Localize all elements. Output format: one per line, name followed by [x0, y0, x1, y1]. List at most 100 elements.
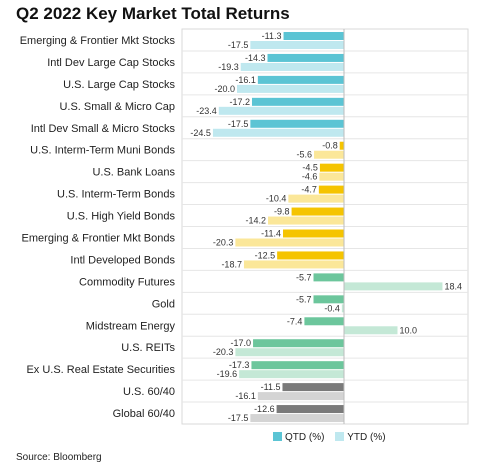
- legend: QTD (%) YTD (%): [273, 432, 394, 448]
- bar-qtd: [276, 405, 344, 414]
- legend-swatch-qtd: [273, 432, 282, 441]
- bar-qtd: [282, 383, 344, 392]
- bar-ytd: [235, 348, 344, 357]
- data-label-ytd: -17.5: [228, 40, 249, 50]
- data-label-qtd: -5.7: [296, 272, 312, 282]
- bar-ytd: [314, 150, 344, 159]
- data-label-qtd: -0.8: [322, 141, 338, 151]
- bar-qtd: [277, 251, 344, 260]
- data-label-qtd: -4.7: [301, 185, 317, 195]
- bar-ytd: [257, 392, 344, 401]
- legend-item-ytd: YTD (%): [335, 432, 386, 443]
- bar-qtd: [304, 317, 344, 326]
- category-label: Commodity Futures: [79, 276, 175, 288]
- bar-ytd: [237, 84, 344, 93]
- data-label-ytd: -24.5: [190, 128, 211, 138]
- legend-label-ytd: YTD (%): [347, 432, 386, 443]
- data-label-qtd: -17.2: [229, 97, 250, 107]
- bar-qtd: [267, 53, 344, 62]
- data-label-ytd: -19.3: [218, 62, 239, 72]
- bar-ytd: [239, 370, 344, 379]
- bar-qtd: [283, 32, 344, 40]
- data-label-qtd: -17.5: [228, 119, 249, 129]
- data-label-ytd: -4.6: [302, 172, 318, 182]
- data-label-qtd: -17.3: [229, 360, 250, 370]
- data-label-qtd: -5.7: [296, 294, 312, 304]
- bar-ytd: [344, 326, 398, 335]
- bar-ytd: [235, 238, 344, 247]
- data-label-ytd: -17.5: [228, 413, 249, 423]
- category-label: U.S. Interm-Term Bonds: [57, 189, 175, 201]
- category-label: Intl Dev Small & Micro Stocks: [31, 123, 176, 135]
- data-label-ytd: -18.7: [221, 259, 242, 269]
- data-label-ytd: 18.4: [444, 281, 462, 291]
- bar-qtd: [313, 273, 344, 282]
- data-label-ytd: -16.1: [235, 391, 256, 401]
- data-label-ytd: -10.4: [266, 194, 287, 204]
- data-label-qtd: -7.4: [287, 316, 303, 326]
- bar-ytd: [268, 216, 344, 225]
- bar-ytd: [218, 106, 344, 115]
- data-label-ytd: 10.0: [400, 325, 418, 335]
- category-label: Gold: [152, 298, 175, 310]
- data-label-qtd: -14.3: [245, 53, 266, 63]
- chart-title: Q2 2022 Key Market Total Returns: [16, 4, 290, 23]
- category-label: Emerging & Frontier Mkt Stocks: [20, 35, 176, 47]
- bar-ytd: [243, 260, 344, 269]
- legend-item-qtd: QTD (%): [273, 432, 324, 443]
- legend-swatch-ytd: [335, 432, 345, 441]
- bar-qtd: [339, 141, 344, 150]
- bar-qtd: [251, 361, 344, 370]
- data-label-qtd: -12.6: [254, 404, 275, 414]
- category-label: Global 60/40: [113, 408, 175, 420]
- category-label: Intl Dev Large Cap Stocks: [47, 57, 175, 69]
- data-label-ytd: -0.4: [324, 303, 340, 313]
- bar-qtd: [250, 119, 344, 128]
- data-label-ytd: -14.2: [246, 216, 267, 226]
- category-label: U.S. Small & Micro Cap: [59, 101, 175, 113]
- data-label-qtd: -9.8: [274, 207, 290, 217]
- category-label: Midstream Energy: [86, 320, 176, 332]
- legend-label-qtd: QTD (%): [285, 432, 325, 443]
- data-label-qtd: -11.5: [261, 382, 281, 392]
- data-label-qtd: -12.5: [255, 250, 276, 260]
- bar-ytd: [250, 41, 344, 49]
- data-label-ytd: -19.6: [217, 369, 238, 379]
- data-label-qtd: -11.3: [262, 31, 282, 41]
- category-label: U.S. Interm-Term Muni Bonds: [30, 145, 175, 157]
- bar-qtd: [319, 163, 344, 172]
- category-label: U.S. 60/40: [123, 386, 175, 398]
- bar-qtd: [318, 185, 344, 194]
- category-label: U.S. Large Cap Stocks: [63, 79, 175, 91]
- bar-qtd: [283, 229, 344, 238]
- data-label-qtd: -16.1: [235, 75, 256, 85]
- data-label-ytd: -23.4: [196, 106, 217, 116]
- bar-ytd: [341, 304, 344, 313]
- bar-chart: Emerging & Frontier Mkt Stocks -11.3 -17.5…: [20, 28, 469, 425]
- data-label-qtd: -11.4: [261, 229, 281, 239]
- data-label-ytd: -20.0: [214, 84, 235, 94]
- data-label-qtd: -4.5: [302, 163, 318, 173]
- source-note: Source: Bloomberg: [16, 452, 102, 463]
- data-label-qtd: -17.0: [231, 338, 252, 348]
- bar-ytd: [319, 172, 344, 181]
- bar-ytd: [344, 282, 443, 291]
- category-label: Intl Developed Bonds: [70, 254, 175, 266]
- category-label: Emerging & Frontier Mkt Bonds: [22, 232, 176, 244]
- bar-ytd: [250, 414, 344, 423]
- category-label: Ex U.S. Real Estate Securities: [26, 364, 175, 376]
- bar-qtd: [251, 97, 344, 106]
- category-label: U.S. REITs: [121, 342, 175, 354]
- category-label: U.S. Bank Loans: [92, 167, 175, 179]
- bar-qtd: [253, 339, 344, 348]
- bar-qtd: [313, 295, 344, 304]
- data-label-ytd: -20.3: [213, 238, 234, 248]
- category-label: U.S. High Yield Bonds: [67, 211, 176, 223]
- data-label-ytd: -5.6: [297, 150, 313, 160]
- data-label-ytd: -20.3: [213, 347, 234, 357]
- bar-ytd: [288, 194, 344, 203]
- bar-ytd: [212, 128, 344, 137]
- bar-qtd: [291, 207, 344, 216]
- bar-qtd: [257, 75, 344, 84]
- bar-ytd: [240, 62, 344, 71]
